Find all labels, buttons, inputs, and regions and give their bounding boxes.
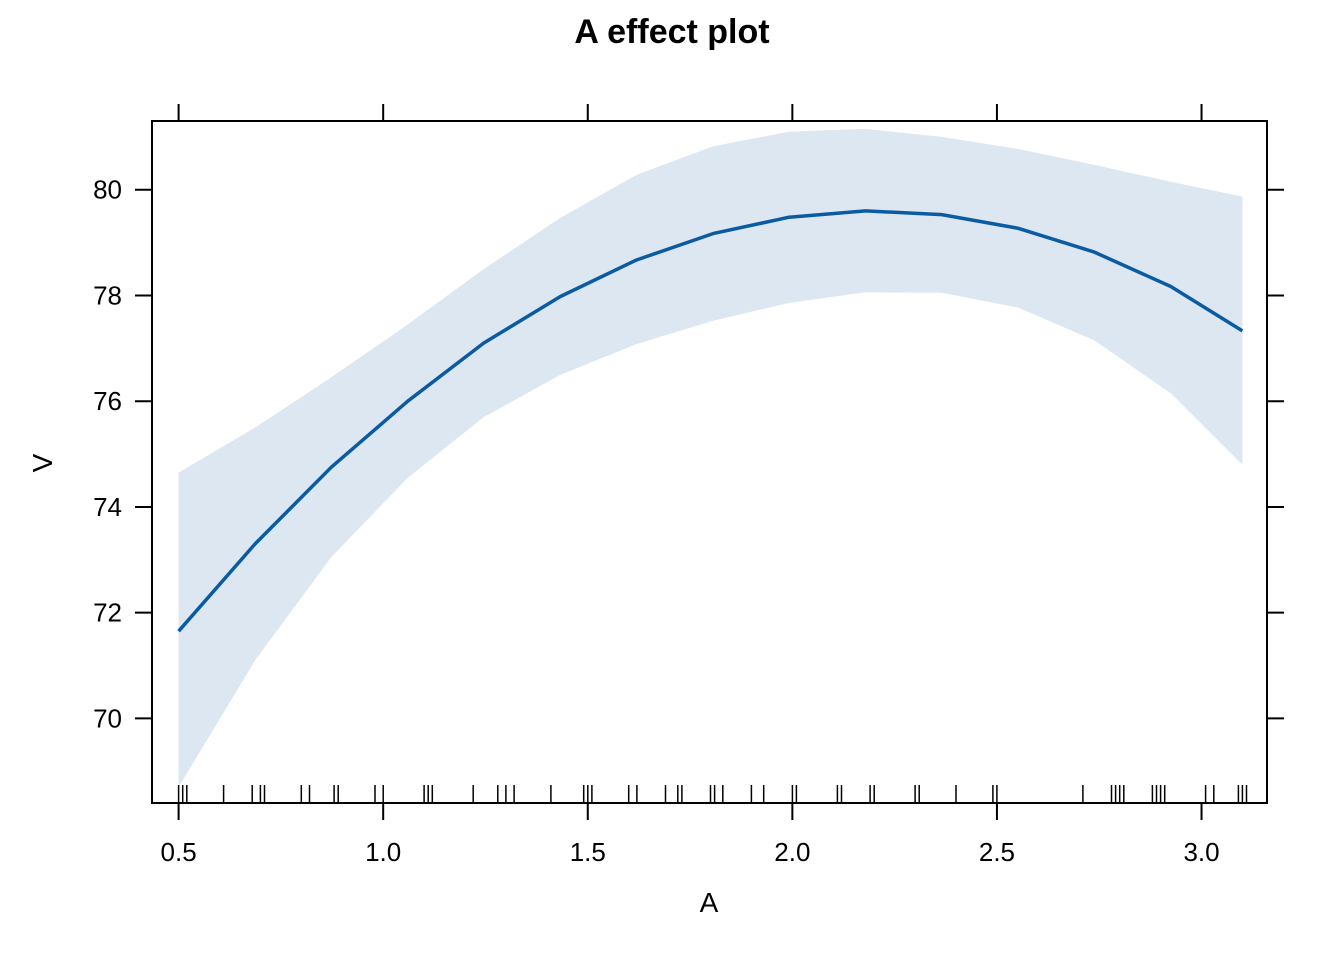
y-tick-label: 74	[93, 492, 122, 522]
x-tick-label: 2.0	[774, 837, 810, 867]
x-tick-label: 1.0	[365, 837, 401, 867]
y-tick-label: 80	[93, 175, 122, 205]
x-tick-label: 1.5	[570, 837, 606, 867]
y-tick-label: 70	[93, 703, 122, 733]
x-tick-label: 0.5	[161, 837, 197, 867]
plot-frame	[151, 120, 1268, 804]
y-tick-label: 78	[93, 280, 122, 310]
confidence-band	[178, 128, 1243, 788]
y-tick-label: 76	[93, 386, 122, 416]
y-axis: 70 72 74 76 78 80	[93, 175, 1284, 733]
x-tick-label: 2.5	[979, 837, 1015, 867]
effect-line	[177, 209, 1244, 633]
plot-area	[151, 120, 1268, 804]
x-axis: 0.5 1.0 1.5 2.0 2.5 3.0	[161, 104, 1220, 867]
chart-title: A effect plot	[574, 13, 769, 51]
y-axis-label: V	[27, 453, 58, 472]
y-tick-label: 72	[93, 598, 122, 628]
x-tick-label: 3.0	[1183, 837, 1219, 867]
x-axis-label: A	[700, 887, 719, 918]
